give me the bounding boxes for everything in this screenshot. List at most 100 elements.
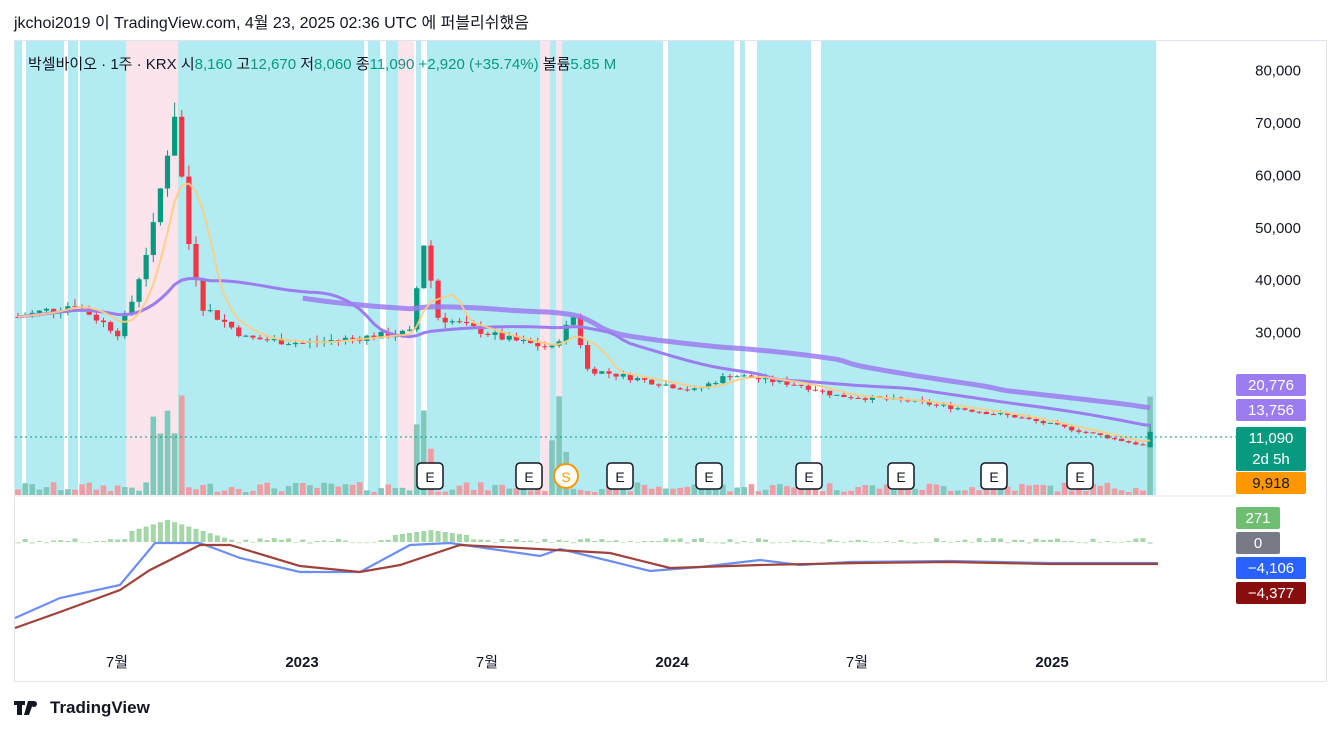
macd-histogram-bar xyxy=(848,540,854,542)
macd-histogram-bar xyxy=(962,539,968,542)
volume-bar xyxy=(478,482,484,495)
macd-histogram-bar xyxy=(1076,542,1082,543)
volume-bar xyxy=(93,489,100,495)
highlight-band xyxy=(757,41,811,495)
macd-histogram-bar xyxy=(884,541,890,542)
macd-signal-line xyxy=(14,543,1158,630)
volume-bar xyxy=(862,485,869,495)
macd-histogram-bar xyxy=(58,540,64,542)
event-marker-e[interactable]: E xyxy=(606,462,634,490)
macd-histogram-bar xyxy=(1090,538,1096,542)
symbol-title[interactable]: 박셀바이오 · 1주 · KRX xyxy=(28,56,177,73)
volume-bar xyxy=(933,484,940,495)
macd-histogram-bar xyxy=(990,538,996,542)
volume-bar xyxy=(520,486,527,495)
highlight-band xyxy=(556,41,562,495)
volume-bar xyxy=(883,484,890,495)
macd-histogram-bar xyxy=(250,542,256,543)
event-marker-s[interactable]: S xyxy=(553,463,579,489)
volume-bar xyxy=(193,489,199,495)
event-marker-e[interactable]: E xyxy=(695,462,723,490)
ma-short-line xyxy=(17,182,1151,443)
event-marker-label: E xyxy=(989,469,998,485)
macd-histogram-bar xyxy=(627,541,633,542)
volume-bar xyxy=(285,485,292,495)
candle-body xyxy=(784,379,790,385)
candle-body xyxy=(164,155,171,189)
candle-body xyxy=(677,388,683,390)
macd-histogram-bar xyxy=(791,540,797,542)
volume-bar xyxy=(15,489,21,495)
time-tick-label: 7월 xyxy=(476,654,498,671)
volume-bar xyxy=(1040,484,1047,495)
price-badge-box xyxy=(1236,427,1306,471)
macd-histogram-bar xyxy=(1026,542,1032,544)
event-marker-e[interactable]: E xyxy=(416,462,444,490)
volume-bar xyxy=(1083,491,1089,495)
event-marker-e[interactable]: E xyxy=(980,462,1008,490)
candle-body xyxy=(478,326,484,334)
volume-bar xyxy=(663,488,669,495)
volume-bar xyxy=(919,489,926,495)
tradingview-footer[interactable]: TradingView xyxy=(14,698,150,718)
macd-histogram-bar xyxy=(677,538,683,542)
volume-bar xyxy=(385,484,392,495)
volume-bar xyxy=(349,484,356,495)
macd-histogram-bar xyxy=(706,542,712,543)
candle-body xyxy=(535,343,541,347)
macd-histogram-bar xyxy=(421,531,427,542)
macd-histogram-bar xyxy=(478,539,484,542)
event-marker-e[interactable]: E xyxy=(515,462,543,490)
volume-bar xyxy=(955,490,961,495)
macd-histogram-bar xyxy=(122,539,128,542)
event-marker-e[interactable]: E xyxy=(1066,462,1094,490)
macd-histogram-bar xyxy=(108,539,114,542)
volume-bar xyxy=(364,490,370,495)
macd-histogram-bar xyxy=(549,542,555,543)
volume-bar xyxy=(456,485,463,495)
macd-histogram-bar xyxy=(727,539,733,542)
event-marker-label: E xyxy=(896,469,905,485)
candle-body xyxy=(471,323,477,327)
volume-bar xyxy=(1118,490,1125,495)
volume-bar xyxy=(228,487,235,495)
price-tick-label: 30,000 xyxy=(1255,325,1301,342)
volume-bar xyxy=(22,483,28,495)
candle-body xyxy=(1026,417,1032,419)
highlight-band xyxy=(178,41,364,495)
macd-histogram-bar xyxy=(150,524,156,542)
macd-histogram-bar xyxy=(435,531,441,542)
event-marker-box xyxy=(980,462,1008,490)
macd-pane xyxy=(14,520,1158,630)
candle-body xyxy=(620,374,626,377)
volume-bar xyxy=(79,484,85,495)
low-value: 8,060 xyxy=(314,56,352,73)
candle-body xyxy=(1019,417,1025,419)
candle-body xyxy=(805,385,811,390)
volume-bar xyxy=(769,485,776,495)
volume-bar xyxy=(1019,484,1025,495)
macd-histogram-bar xyxy=(456,534,462,542)
chart-frame[interactable] xyxy=(14,40,1327,682)
event-marker-e[interactable]: E xyxy=(887,462,915,490)
volume-bar xyxy=(677,487,683,495)
volume-bar xyxy=(527,490,534,495)
volume-bar xyxy=(1033,484,1039,495)
macd-histogram-bar xyxy=(869,542,875,543)
volume-bar xyxy=(300,483,306,495)
volume-bar xyxy=(542,491,548,495)
highlight-band xyxy=(80,41,126,495)
candle-body xyxy=(1069,426,1075,431)
candle-body xyxy=(200,278,206,311)
event-marker-e[interactable]: E xyxy=(795,462,823,490)
macd-histogram-bar xyxy=(699,538,705,542)
ma-mid-line xyxy=(17,276,1151,427)
volume-bar xyxy=(940,486,947,495)
candle-body xyxy=(456,321,463,323)
volume-bar xyxy=(634,482,641,495)
candle-body xyxy=(976,411,982,413)
volume-bar xyxy=(691,484,698,495)
event-marker-box xyxy=(695,462,723,490)
